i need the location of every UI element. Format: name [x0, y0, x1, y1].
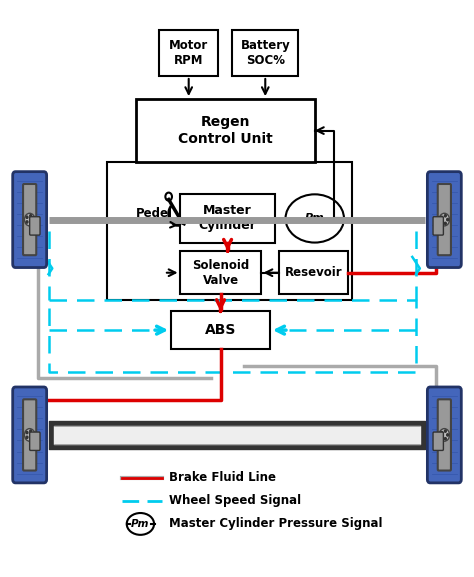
Circle shape — [445, 437, 447, 440]
Circle shape — [32, 219, 34, 221]
Circle shape — [30, 437, 32, 440]
Text: Regen
Control Unit: Regen Control Unit — [178, 115, 273, 145]
Bar — [181, 251, 261, 294]
Bar — [159, 30, 218, 76]
Circle shape — [441, 432, 443, 434]
Circle shape — [447, 219, 448, 221]
Circle shape — [439, 213, 449, 226]
FancyBboxPatch shape — [23, 184, 36, 255]
Circle shape — [441, 221, 443, 223]
Circle shape — [30, 430, 32, 432]
Circle shape — [441, 216, 443, 218]
Ellipse shape — [285, 194, 344, 242]
Bar — [108, 162, 353, 300]
Text: Pedel: Pedel — [136, 207, 173, 220]
Bar — [171, 312, 270, 349]
FancyBboxPatch shape — [30, 432, 40, 451]
FancyBboxPatch shape — [433, 217, 443, 235]
Text: Resevoir: Resevoir — [285, 266, 342, 279]
Circle shape — [441, 436, 443, 439]
Bar — [136, 99, 315, 162]
Text: Master Cylinder Pressure Signal: Master Cylinder Pressure Signal — [169, 518, 382, 530]
Circle shape — [26, 432, 28, 434]
FancyBboxPatch shape — [13, 171, 46, 268]
Circle shape — [26, 221, 28, 223]
Text: Brake Fluid Line: Brake Fluid Line — [169, 471, 276, 485]
Text: Pm: Pm — [131, 519, 150, 529]
Circle shape — [30, 215, 32, 217]
Circle shape — [30, 222, 32, 224]
Circle shape — [26, 216, 28, 218]
Circle shape — [447, 434, 448, 436]
Bar — [232, 30, 298, 76]
Circle shape — [445, 222, 447, 224]
Ellipse shape — [127, 513, 154, 535]
Circle shape — [165, 193, 172, 201]
Text: ABS: ABS — [205, 323, 236, 337]
FancyBboxPatch shape — [13, 387, 46, 483]
Circle shape — [445, 215, 447, 217]
FancyBboxPatch shape — [438, 399, 451, 470]
FancyBboxPatch shape — [433, 432, 443, 451]
Circle shape — [439, 429, 449, 441]
Text: Solenoid
Valve: Solenoid Valve — [192, 258, 249, 287]
FancyBboxPatch shape — [428, 171, 461, 268]
Circle shape — [25, 429, 35, 441]
Bar — [279, 251, 348, 294]
FancyBboxPatch shape — [23, 399, 36, 470]
Text: Wheel Speed Signal: Wheel Speed Signal — [169, 494, 301, 507]
Circle shape — [32, 434, 34, 436]
FancyBboxPatch shape — [428, 387, 461, 483]
Text: Pm: Pm — [305, 213, 325, 223]
Circle shape — [26, 436, 28, 439]
Text: Motor
RPM: Motor RPM — [169, 39, 209, 67]
Text: Battery
SOC%: Battery SOC% — [240, 39, 290, 67]
FancyBboxPatch shape — [438, 184, 451, 255]
Bar — [181, 194, 275, 242]
Circle shape — [445, 430, 447, 432]
FancyBboxPatch shape — [30, 217, 40, 235]
Text: Master
Cylinder: Master Cylinder — [199, 204, 256, 232]
Circle shape — [25, 213, 35, 226]
